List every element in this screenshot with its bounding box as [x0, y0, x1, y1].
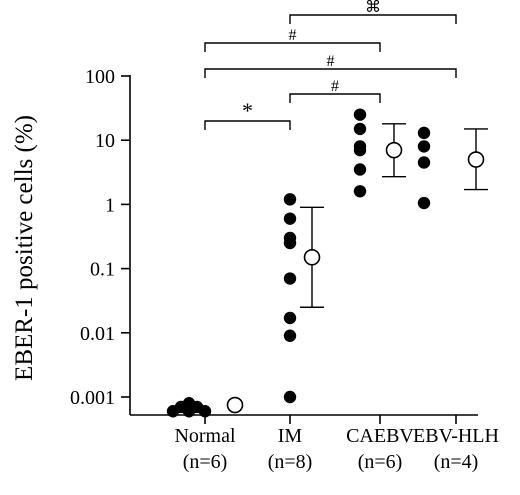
data-point — [353, 108, 367, 121]
x-tick-label: IM — [278, 425, 303, 447]
x-tick-label: CAEBV — [346, 425, 414, 447]
mean-marker — [467, 151, 485, 168]
data-point — [283, 212, 297, 225]
y-ticks: 0.001 0.01 0.1 1 10 100 — [70, 66, 130, 409]
x-tick-sublabel: (n=8) — [268, 451, 313, 473]
bracket-label: * — [242, 98, 253, 123]
data-point — [353, 185, 367, 198]
bracket-label: ⌘ — [365, 0, 381, 16]
data-point — [182, 397, 196, 410]
data-point — [283, 311, 297, 325]
bracket-Normal-IM — [204, 120, 291, 130]
data-point — [283, 236, 297, 250]
x-tick-sublabel: (n=4) — [434, 451, 479, 473]
bracket-Normal-EBV-HLH — [204, 68, 457, 78]
significance-brackets: * # # # ⌘ — [204, 0, 457, 130]
x-tick-sublabel: (n=6) — [358, 451, 403, 473]
data-point — [283, 272, 297, 285]
y-tick-label: 0.001 — [70, 387, 115, 409]
data-point — [353, 143, 367, 157]
bracket-label: # — [327, 53, 335, 70]
x-tick-sublabel: (n=6) — [183, 451, 228, 473]
data-point — [353, 163, 367, 176]
bracket-Normal-CAEBV — [204, 42, 381, 52]
data-point — [417, 140, 431, 153]
data-point — [283, 329, 297, 342]
bracket-IM-CAEBV — [289, 93, 381, 103]
means-error-bars — [226, 123, 488, 414]
data-point — [417, 126, 431, 140]
bracket-IM-EBV-HLH — [289, 14, 457, 24]
data-points — [166, 108, 431, 418]
x-labels: Normal (n=6) IM (n=8) CAEBV (n=6) EBV-HLH (n=4) — [174, 425, 499, 473]
data-point — [283, 193, 297, 206]
bracket-label: # — [289, 27, 297, 44]
data-point — [353, 122, 367, 136]
y-tick-label: 0.01 — [80, 323, 115, 345]
data-point — [417, 196, 431, 210]
mean-marker — [226, 396, 244, 414]
y-axis-label: EBER-1 positive cells (%) — [11, 115, 38, 381]
data-point — [417, 156, 431, 169]
x-tick-label: Normal — [174, 425, 236, 447]
bracket-label: # — [331, 78, 339, 95]
mean-marker — [303, 248, 321, 266]
y-tick-label: 1 — [105, 194, 115, 216]
y-tick-label: 0.1 — [90, 259, 115, 281]
y-tick-label: 100 — [85, 66, 115, 88]
y-tick-label: 10 — [95, 130, 115, 152]
mean-marker — [385, 141, 403, 159]
data-point — [283, 390, 297, 404]
x-tick-label: EBV-HLH — [413, 425, 499, 447]
